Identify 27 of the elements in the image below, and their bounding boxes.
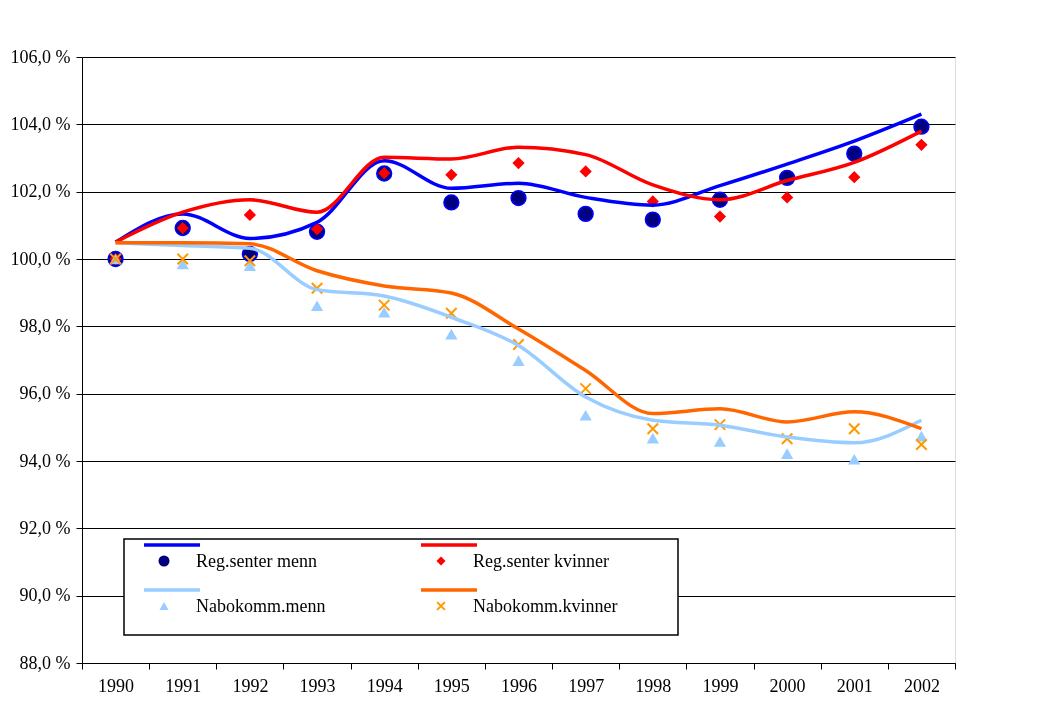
y-tick-label: 100,0 % — [10, 248, 71, 269]
y-tick-label: 92,0 % — [19, 517, 71, 538]
x-tick-label: 1997 — [568, 675, 605, 696]
x-tick-label: 1990 — [98, 675, 135, 696]
x-tick-label: 2001 — [836, 675, 873, 696]
y-tick-label: 96,0 % — [19, 383, 71, 404]
legend-label: Reg.senter menn — [196, 551, 317, 571]
x-tick-label: 1994 — [366, 675, 403, 696]
x-tick-label: 1991 — [165, 675, 202, 696]
y-tick-label: 94,0 % — [19, 450, 71, 471]
x-tick-label: 1993 — [299, 675, 336, 696]
x-tick-label: 1999 — [702, 675, 739, 696]
y-tick-label: 88,0 % — [19, 652, 71, 673]
y-tick-label: 102,0 % — [10, 181, 71, 202]
y-tick-label: 90,0 % — [19, 585, 71, 606]
x-tick-label: 2002 — [903, 675, 940, 696]
x-tick-label: 1998 — [635, 675, 672, 696]
legend-label: Nabokomm.kvinner — [473, 596, 618, 616]
x-tick-label: 1996 — [501, 675, 537, 696]
y-tick-label: 106,0 % — [10, 46, 71, 67]
x-tick-label: 2000 — [769, 675, 806, 696]
legend-label: Nabokomm.menn — [196, 596, 326, 616]
x-tick-label: 1992 — [232, 675, 269, 696]
y-tick-label: 104,0 % — [10, 113, 71, 134]
x-tick-label: 1995 — [433, 675, 470, 696]
legend-label: Reg.senter kvinner — [473, 551, 609, 571]
y-tick-label: 98,0 % — [19, 315, 71, 336]
